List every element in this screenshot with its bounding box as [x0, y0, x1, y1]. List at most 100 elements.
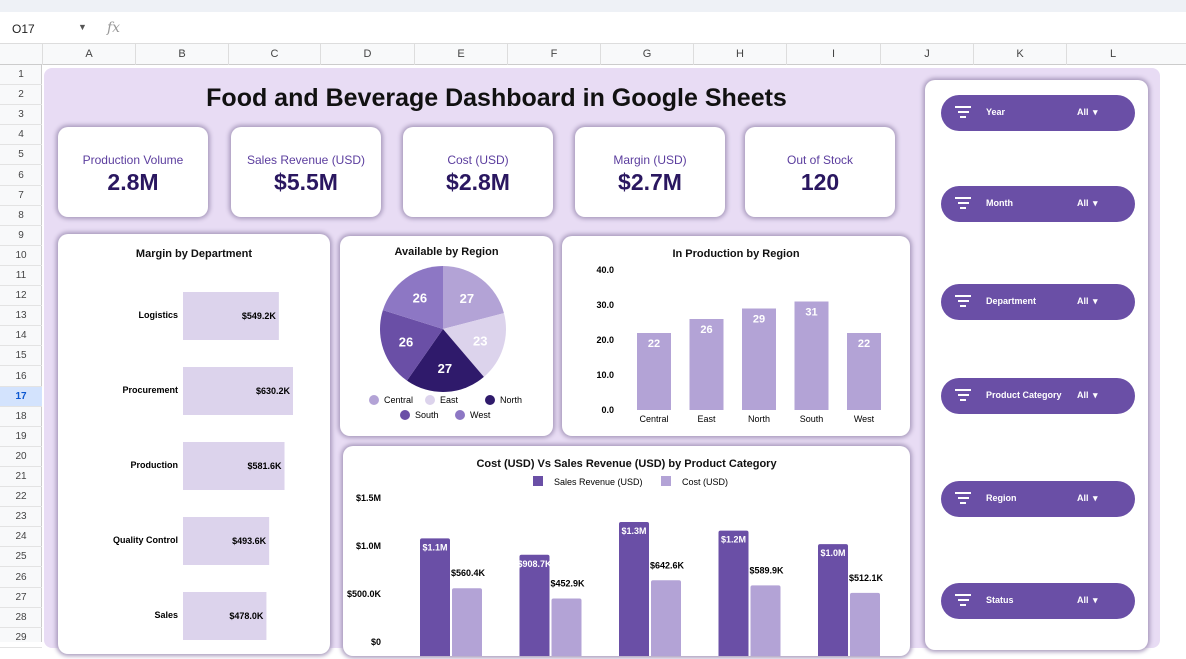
bar[interactable] [183, 592, 267, 640]
row-header-2[interactable]: 2 [0, 85, 42, 106]
filter-value[interactable]: All [1077, 198, 1089, 208]
bar[interactable] [850, 592, 880, 659]
bar[interactable] [689, 319, 724, 410]
bar[interactable] [637, 333, 671, 410]
margin-by-department-chart[interactable]: Margin by Department Logistics $549.2K Pro… [58, 234, 330, 654]
row-header-13[interactable]: 13 [0, 306, 42, 327]
row-header-8[interactable]: 8 [0, 206, 42, 226]
column-header-B[interactable]: B [135, 44, 228, 65]
bar[interactable] [794, 301, 829, 411]
data-label: 23 [473, 334, 487, 349]
bar[interactable] [519, 554, 550, 659]
chevron-down-icon: ▾ [1093, 595, 1098, 605]
x-tick-label: South [800, 414, 824, 424]
filter-value[interactable]: All [1077, 296, 1089, 306]
bar[interactable] [452, 588, 482, 659]
row-header-24[interactable]: 24 [0, 527, 42, 548]
bar[interactable] [619, 522, 649, 659]
filter-status[interactable]: Status All ▾ [941, 583, 1135, 619]
row-header-23[interactable]: 23 [0, 507, 42, 528]
bar[interactable] [183, 517, 270, 565]
column-header-K[interactable]: K [973, 44, 1066, 65]
row-header-1[interactable]: 1 [0, 65, 42, 85]
filter-value[interactable]: All [1077, 595, 1089, 605]
row-header-16[interactable]: 16 [0, 367, 42, 387]
row-header-14[interactable]: 14 [0, 326, 42, 347]
row-header-28[interactable]: 28 [0, 608, 42, 628]
row-header-6[interactable]: 6 [0, 166, 42, 186]
filter-label: Month [986, 198, 1013, 208]
filter-year[interactable]: Year All ▾ [941, 95, 1135, 131]
pie-slice-central[interactable] [443, 266, 504, 329]
bar[interactable] [551, 598, 582, 659]
filter-product-category[interactable]: Product Category All ▾ [941, 378, 1135, 414]
bar[interactable] [183, 292, 279, 340]
row-header-29[interactable]: 29 [0, 628, 42, 648]
row-header-20[interactable]: 20 [0, 447, 42, 467]
filter-region[interactable]: Region All ▾ [941, 481, 1135, 517]
bar[interactable] [818, 544, 848, 659]
filter-icon [955, 389, 971, 404]
pie-slice-east[interactable] [443, 313, 506, 377]
row-header-22[interactable]: 22 [0, 487, 42, 508]
column-header-I[interactable]: I [786, 44, 880, 65]
row-header-17[interactable]: 17 [0, 386, 42, 407]
y-tick-label: $0 [371, 637, 381, 647]
pie-slice-north[interactable] [406, 329, 484, 392]
row-header-21[interactable]: 21 [0, 467, 42, 487]
bar[interactable] [750, 585, 781, 659]
row-header-12[interactable]: 12 [0, 286, 42, 307]
legend-label: Sales Revenue (USD) [554, 477, 643, 487]
row-header-27[interactable]: 27 [0, 588, 42, 608]
pie-slice-south[interactable] [380, 310, 443, 381]
data-label: 27 [438, 361, 452, 376]
y-tick-label: 40.0 [596, 265, 614, 275]
column-header-G[interactable]: G [600, 44, 693, 65]
column-header-A[interactable]: A [42, 44, 135, 65]
pie-slice-west[interactable] [382, 266, 443, 329]
kpi-card: Cost (USD) $2.8M [403, 127, 553, 217]
row-header-10[interactable]: 10 [0, 246, 42, 266]
bar[interactable] [183, 367, 293, 415]
filter-department[interactable]: Department All ▾ [941, 284, 1135, 320]
bar[interactable] [718, 530, 749, 659]
column-header-H[interactable]: H [693, 44, 786, 65]
column-header-E[interactable]: E [414, 44, 507, 65]
row-header-7[interactable]: 7 [0, 186, 42, 206]
in-production-by-region-chart[interactable]: In Production by Region 0.0 10.0 20.0 30.0 4… [562, 236, 910, 436]
filter-label: Year [986, 107, 1006, 117]
row-header-3[interactable]: 3 [0, 105, 42, 126]
column-header-F[interactable]: F [507, 44, 600, 65]
filter-value[interactable]: All [1077, 107, 1089, 117]
row-header-19[interactable]: 19 [0, 427, 42, 447]
column-header-J[interactable]: J [880, 44, 973, 65]
data-label: $560.4K [451, 568, 486, 578]
column-header-D[interactable]: D [320, 44, 414, 65]
row-header-5[interactable]: 5 [0, 145, 42, 166]
bar[interactable] [651, 580, 681, 659]
name-box-dropdown-icon[interactable]: ▼ [78, 22, 87, 32]
available-by-region-chart[interactable]: Available by Region 27 23 27 26 26 Central Eas… [340, 236, 553, 436]
data-label: $549.2K [242, 311, 277, 321]
filter-value[interactable]: All [1077, 390, 1089, 400]
bar[interactable] [420, 538, 450, 659]
bar[interactable] [847, 333, 881, 410]
row-header-11[interactable]: 11 [0, 266, 42, 286]
data-label: 31 [805, 307, 817, 319]
row-header-15[interactable]: 15 [0, 346, 42, 367]
row-header-26[interactable]: 26 [0, 568, 42, 588]
bar[interactable] [742, 308, 776, 411]
filter-month[interactable]: Month All ▾ [941, 186, 1135, 222]
row-header-4[interactable]: 4 [0, 125, 42, 146]
name-box[interactable]: O17 [12, 22, 35, 36]
y-tick-label: $500.0K [347, 589, 382, 599]
column-header-L[interactable]: L [1066, 44, 1159, 65]
row-header-18[interactable]: 18 [0, 407, 42, 427]
cost-vs-revenue-chart[interactable]: Cost (USD) Vs Sales Revenue (USD) by Pro… [343, 446, 910, 659]
bar[interactable] [183, 442, 285, 490]
column-header-C[interactable]: C [228, 44, 320, 65]
row-header-9[interactable]: 9 [0, 226, 42, 246]
row-header-25[interactable]: 25 [0, 547, 42, 568]
y-tick-label: $1.0M [356, 541, 381, 551]
filter-value[interactable]: All [1077, 493, 1089, 503]
